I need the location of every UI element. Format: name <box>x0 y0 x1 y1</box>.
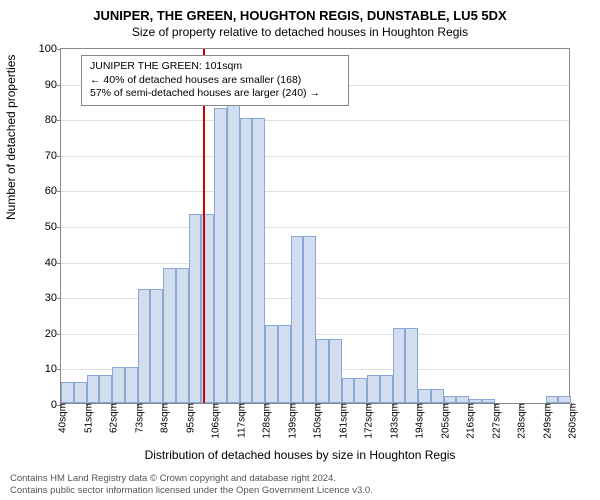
x-tick-label: 139sqm <box>283 403 298 439</box>
histogram-bar <box>342 378 355 403</box>
histogram-bar <box>278 325 291 403</box>
histogram-bar <box>431 389 444 403</box>
x-tick-label: 227sqm <box>487 403 502 439</box>
histogram-bar <box>456 396 469 403</box>
histogram-bar <box>316 339 329 403</box>
footer-line1: Contains HM Land Registry data © Crown c… <box>10 473 590 484</box>
x-tick-label: 84sqm <box>156 403 171 433</box>
histogram-bar <box>150 289 163 403</box>
x-tick-label: 128sqm <box>258 403 273 439</box>
histogram-bar <box>74 382 87 403</box>
x-tick-label: 150sqm <box>309 403 324 439</box>
histogram-bar <box>265 325 278 403</box>
y-tick-label: 10 <box>45 363 61 375</box>
histogram-bar <box>176 268 189 403</box>
y-tick-label: 40 <box>45 257 61 269</box>
y-tick-label: 70 <box>45 150 61 162</box>
histogram-bar <box>138 289 151 403</box>
x-tick-label: 62sqm <box>105 403 120 433</box>
x-tick-label: 73sqm <box>130 403 145 433</box>
histogram-bar <box>367 375 380 403</box>
x-tick-label: 161sqm <box>334 403 349 439</box>
info-box-line: JUNIPER THE GREEN: 101sqm <box>90 60 340 74</box>
histogram-bar <box>469 399 482 403</box>
footer-line2: Contains public sector information licen… <box>10 485 590 496</box>
x-axis-label: Distribution of detached houses by size … <box>0 448 600 462</box>
y-tick-label: 20 <box>45 328 61 340</box>
y-tick-label: 30 <box>45 292 61 304</box>
y-axis-label: Number of detached properties <box>4 55 18 220</box>
histogram-bar <box>189 214 202 403</box>
y-tick-label: 50 <box>45 221 61 233</box>
histogram-bar <box>303 236 316 403</box>
histogram-bar <box>546 396 559 403</box>
x-tick-label: 205sqm <box>436 403 451 439</box>
x-tick-label: 194sqm <box>411 403 426 439</box>
histogram-bar <box>444 396 457 403</box>
chart-title-address: JUNIPER, THE GREEN, HOUGHTON REGIS, DUNS… <box>0 0 600 23</box>
x-tick-label: 216sqm <box>462 403 477 439</box>
histogram-bar <box>252 118 265 403</box>
gridline <box>61 156 569 157</box>
chart-title-desc: Size of property relative to detached ho… <box>0 23 600 39</box>
info-box-line: 57% of semi-detached houses are larger (… <box>90 87 340 101</box>
histogram-bar <box>227 104 240 403</box>
histogram-chart: 010203040506070809010040sqm51sqm62sqm73s… <box>60 48 570 404</box>
footer-attribution: Contains HM Land Registry data © Crown c… <box>10 473 590 496</box>
gridline <box>61 191 569 192</box>
histogram-bar <box>163 268 176 403</box>
histogram-bar <box>558 396 571 403</box>
histogram-bar <box>354 378 367 403</box>
histogram-bar <box>240 118 253 403</box>
info-box-line: ← 40% of detached houses are smaller (16… <box>90 74 340 88</box>
x-tick-label: 95sqm <box>181 403 196 433</box>
y-tick-label: 80 <box>45 114 61 126</box>
histogram-bar <box>87 375 100 403</box>
x-tick-label: 172sqm <box>360 403 375 439</box>
histogram-bar <box>482 399 495 403</box>
histogram-bar <box>61 382 74 403</box>
x-tick-label: 183sqm <box>385 403 400 439</box>
info-box: JUNIPER THE GREEN: 101sqm← 40% of detach… <box>81 55 349 106</box>
histogram-bar <box>112 367 125 403</box>
x-tick-label: 238sqm <box>513 403 528 439</box>
x-tick-label: 40sqm <box>54 403 69 433</box>
gridline <box>61 227 569 228</box>
y-tick-label: 90 <box>45 79 61 91</box>
histogram-bar <box>329 339 342 403</box>
histogram-bar <box>99 375 112 403</box>
histogram-bar <box>214 108 227 403</box>
x-tick-label: 106sqm <box>207 403 222 439</box>
y-tick-label: 60 <box>45 185 61 197</box>
y-tick-label: 100 <box>39 43 61 55</box>
x-tick-label: 51sqm <box>79 403 94 433</box>
x-tick-label: 117sqm <box>232 403 247 438</box>
histogram-bar <box>291 236 304 403</box>
histogram-bar <box>405 328 418 403</box>
histogram-bar <box>125 367 138 403</box>
histogram-bar <box>418 389 431 403</box>
x-tick-label: 249sqm <box>538 403 553 439</box>
histogram-bar <box>393 328 406 403</box>
gridline <box>61 120 569 121</box>
histogram-bar <box>380 375 393 403</box>
x-tick-label: 260sqm <box>564 403 579 439</box>
